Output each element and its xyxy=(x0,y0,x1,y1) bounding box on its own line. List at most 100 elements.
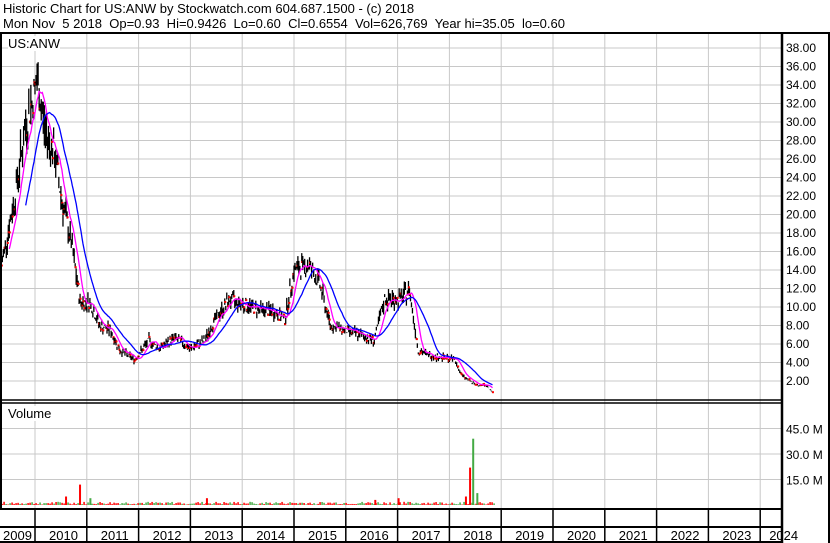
volume-bar xyxy=(475,503,477,505)
price-tick xyxy=(228,296,231,299)
volume-bar xyxy=(409,501,411,505)
volume-bar xyxy=(133,503,135,505)
volume-bar xyxy=(483,503,485,505)
volume-bar xyxy=(195,502,197,505)
volume-spike xyxy=(464,496,467,505)
volume-bar xyxy=(261,502,263,505)
volume-bar xyxy=(147,501,149,505)
volume-bar xyxy=(299,502,301,505)
price-tick xyxy=(79,297,82,300)
volume-bar xyxy=(35,503,37,505)
volume-bar xyxy=(351,503,353,505)
price-tick xyxy=(207,335,210,338)
price-tick-label: 36.00 xyxy=(786,60,816,74)
volume-bar xyxy=(101,502,103,505)
volume-bar xyxy=(379,503,381,505)
volume-spike xyxy=(469,467,472,505)
volume-bar xyxy=(355,504,357,505)
volume-bar xyxy=(301,502,303,505)
volume-bar xyxy=(357,503,359,505)
volume-bar xyxy=(411,503,413,505)
volume-bar xyxy=(433,502,435,505)
price-tick xyxy=(445,357,448,360)
volume-bar xyxy=(319,502,321,505)
volume-bar xyxy=(109,502,111,505)
price-tick xyxy=(118,348,121,351)
volume-bar xyxy=(487,503,489,505)
price-tick xyxy=(74,266,77,269)
volume-bar xyxy=(389,502,391,505)
volume-bar xyxy=(277,503,279,505)
volume-bar xyxy=(17,502,19,505)
volume-bar xyxy=(479,502,481,505)
price-tick xyxy=(100,328,103,331)
price-tick xyxy=(392,296,395,299)
volume-spike xyxy=(374,499,377,505)
price-tick xyxy=(283,313,286,316)
price-tick xyxy=(327,311,330,314)
price-tick-label: 10.00 xyxy=(786,300,816,314)
volume-bar xyxy=(203,504,205,505)
volume-bars xyxy=(1,438,495,505)
price-tick-label: 38.00 xyxy=(786,41,816,55)
volume-bar xyxy=(177,502,179,505)
volume-bar xyxy=(119,504,121,505)
volume-bar xyxy=(189,503,191,505)
volume-bar xyxy=(281,501,283,505)
volume-bar xyxy=(125,502,127,505)
volume-bar xyxy=(171,501,173,505)
volume-bar xyxy=(303,502,305,505)
volume-bar xyxy=(91,503,93,505)
volume-bar xyxy=(305,504,307,505)
volume-bar xyxy=(413,503,415,505)
volume-spike xyxy=(65,496,68,505)
price-tick-label: 20.00 xyxy=(786,208,816,222)
chart-frame xyxy=(0,32,783,510)
volume-bar xyxy=(327,502,329,505)
volume-bar xyxy=(81,503,83,505)
volume-bar xyxy=(481,503,483,505)
price-tick xyxy=(148,335,151,338)
volume-bar xyxy=(63,503,65,505)
volume-bar xyxy=(279,503,281,505)
volume-bar xyxy=(93,503,95,505)
volume-bar xyxy=(191,503,193,505)
volume-bar xyxy=(19,503,21,505)
volume-tick-label: 15.0 M xyxy=(786,474,823,488)
volume-bar xyxy=(267,502,269,505)
volume-bar xyxy=(329,502,331,505)
volume-bar xyxy=(121,503,123,505)
price-tick-label: 14.00 xyxy=(786,263,816,277)
volume-bar xyxy=(23,504,25,505)
volume-bar xyxy=(123,503,125,505)
year-label: 2014 xyxy=(256,528,285,543)
volume-bar xyxy=(257,504,259,505)
price-tick xyxy=(419,351,422,354)
volume-spike xyxy=(205,498,208,505)
volume-bar xyxy=(445,503,447,505)
volume-bar xyxy=(211,504,213,505)
volume-bar xyxy=(237,502,239,505)
volume-bar xyxy=(485,504,487,505)
volume-bar xyxy=(399,502,401,505)
volume-bar xyxy=(467,503,469,505)
volume-bar xyxy=(339,503,341,505)
volume-bar xyxy=(273,503,275,505)
volume-bar xyxy=(29,502,31,505)
volume-bar xyxy=(145,502,147,505)
price-tick xyxy=(77,282,80,285)
volume-bar xyxy=(137,503,139,505)
year-label: 2011 xyxy=(101,528,129,543)
volume-bar xyxy=(161,503,163,505)
year-label: 2023 xyxy=(722,528,751,543)
price-tick xyxy=(287,307,290,310)
price-tick xyxy=(212,327,215,330)
volume-bar xyxy=(221,503,223,505)
volume-bar xyxy=(365,503,367,505)
volume-bar xyxy=(437,503,439,505)
price-tick xyxy=(133,360,136,363)
volume-bar xyxy=(297,503,299,505)
volume-bar xyxy=(253,503,255,505)
volume-bar xyxy=(111,503,113,505)
volume-bar xyxy=(321,502,323,505)
